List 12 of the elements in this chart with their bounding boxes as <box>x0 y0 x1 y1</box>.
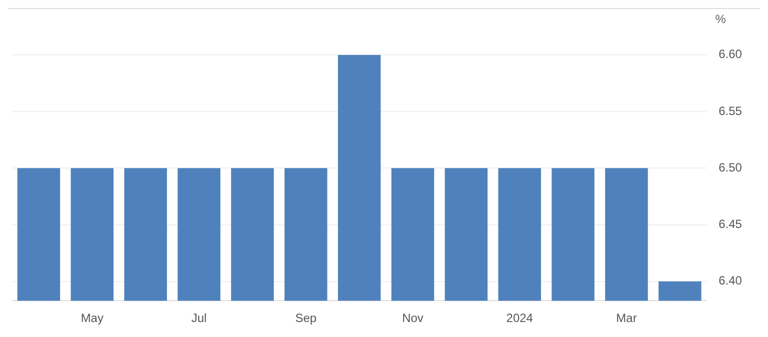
y-axis-title: % <box>715 12 726 26</box>
x-tick-label: Jul <box>191 311 207 326</box>
y-tick-label: 6.60 <box>718 47 742 62</box>
x-tick-label: Mar <box>616 311 637 326</box>
x-tick-label: 2024 <box>506 311 534 326</box>
y-tick-label: 6.55 <box>718 104 742 118</box>
x-tick-label: Sep <box>295 311 317 326</box>
y-tick-label: 6.40 <box>718 274 742 288</box>
y-tick-label: 6.45 <box>718 217 742 232</box>
x-tick-label: Nov <box>402 311 424 326</box>
x-tick-label: May <box>80 311 104 326</box>
y-tick-label: 6.50 <box>718 160 742 174</box>
